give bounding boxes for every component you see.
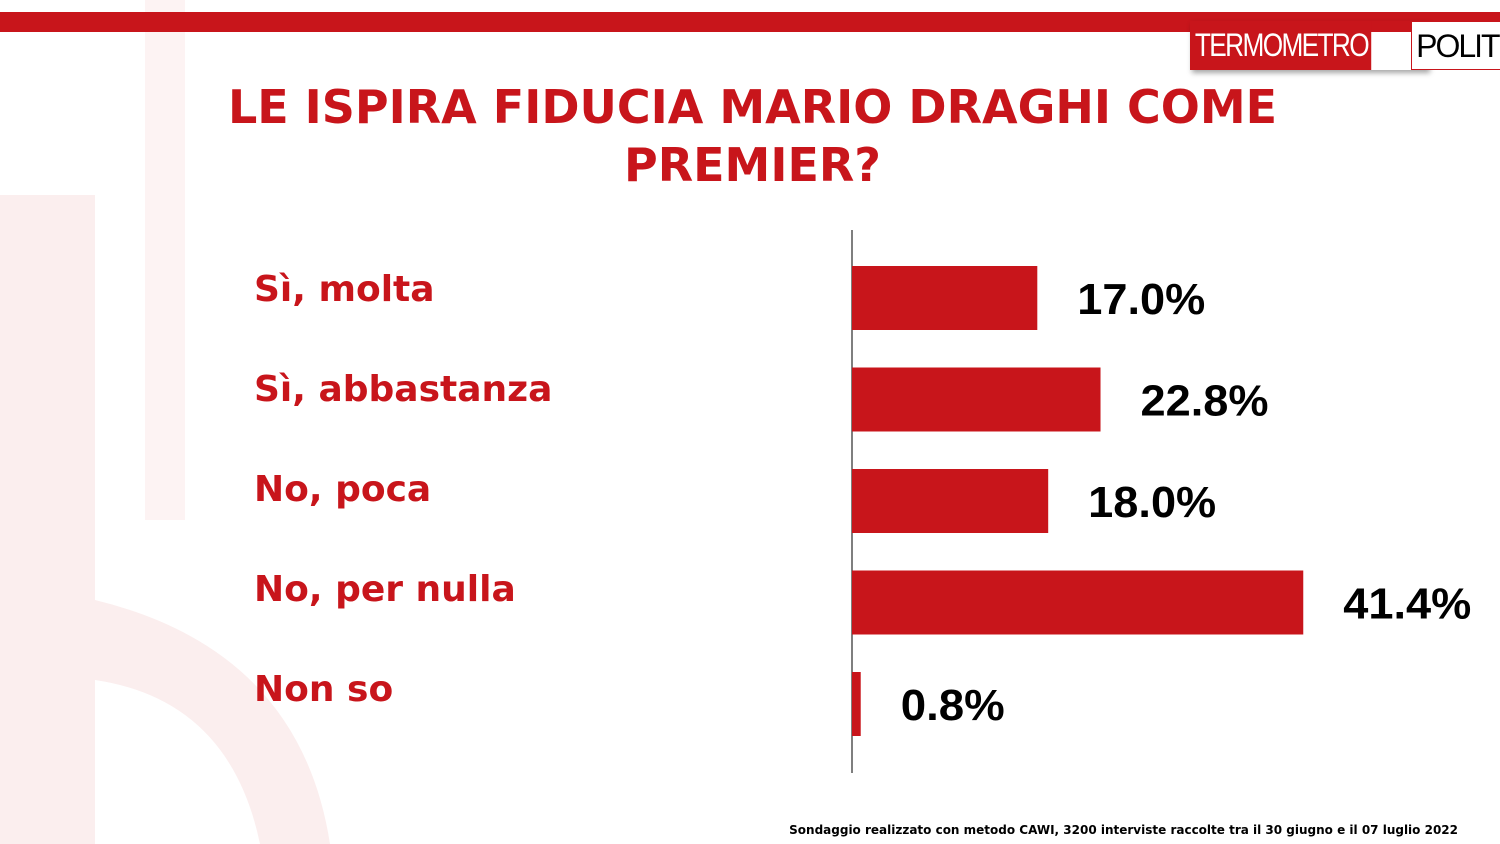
bar-2 xyxy=(852,469,1049,533)
title-line-1: LE ISPIRA FIDUCIA MARIO DRAGHI COME xyxy=(227,80,1278,134)
survey-footnote: Sondaggio realizzato con metodo CAWI, 32… xyxy=(789,823,1458,837)
termometro-politico-logo: TERMOMETRO POLITICO xyxy=(1190,21,1500,70)
bar-4 xyxy=(852,672,861,736)
value-label-3: 41.4% xyxy=(1343,580,1471,629)
top-red-bar xyxy=(0,12,1500,32)
category-label-non-so: Non so xyxy=(254,669,394,710)
value-label-0: 17.0% xyxy=(1077,275,1205,324)
category-label-si-molta: Sì, molta xyxy=(254,269,435,310)
bar-3 xyxy=(852,570,1304,635)
value-label-4: 0.8% xyxy=(901,681,1005,730)
logo-part-termometro: TERMOMETRO xyxy=(1190,21,1372,70)
value-label-2: 18.0% xyxy=(1088,478,1216,527)
chart-title: LE ISPIRA FIDUCIA MARIO DRAGHI COME PREM… xyxy=(100,78,1405,194)
value-label-1: 22.8% xyxy=(1141,377,1269,426)
logo-part-politico: POLITICO xyxy=(1411,21,1500,70)
category-label-no-per-nulla: No, per nulla xyxy=(254,569,516,610)
title-line-2: PREMIER? xyxy=(624,138,881,192)
bar-1 xyxy=(852,367,1101,432)
bar-0 xyxy=(852,266,1038,330)
category-label-si-abbastanza: Sì, abbastanza xyxy=(254,369,553,410)
category-label-no-poca: No, poca xyxy=(254,469,432,510)
